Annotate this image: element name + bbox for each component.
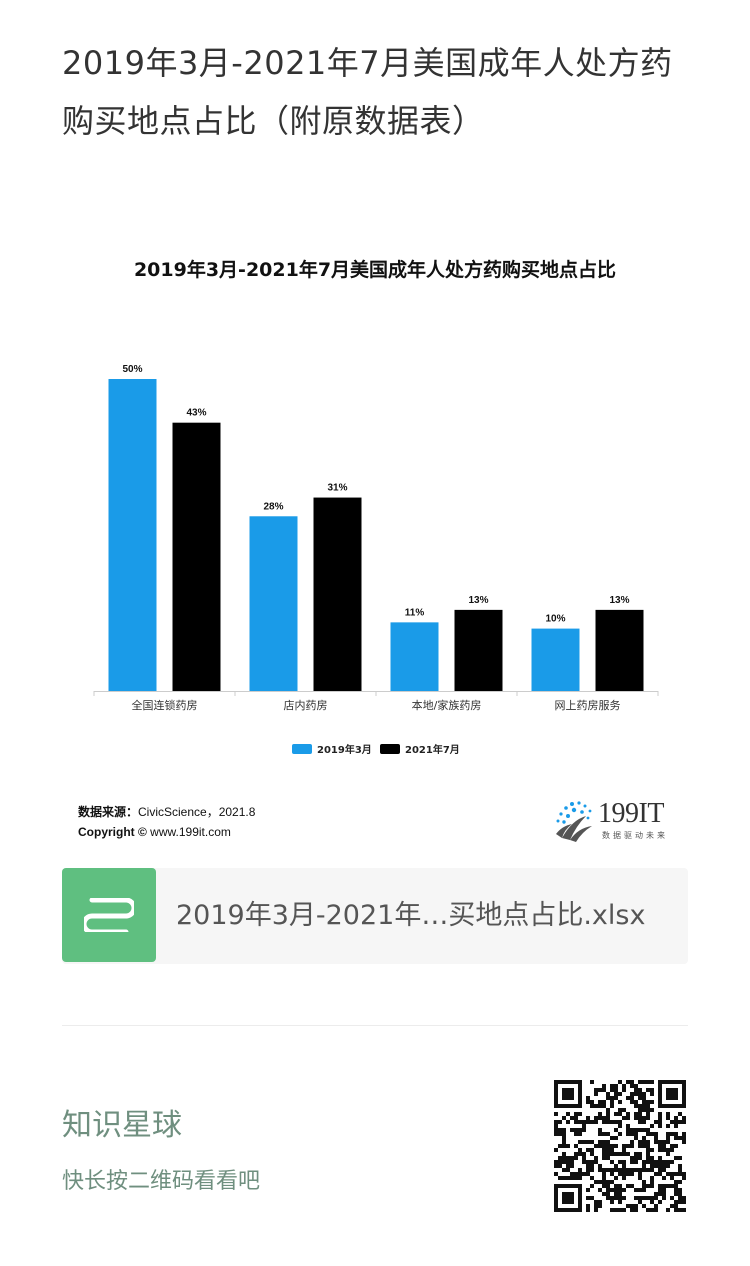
bar [172, 422, 221, 691]
footer-title: 知识星球 [62, 1108, 182, 1143]
data-label: 31% [327, 483, 347, 494]
x-tick-label: 本地/家族药房 [412, 698, 482, 712]
copyright-text: www.199it.com [146, 825, 231, 839]
file-name: 2019年3月-2021年…买地点占比.xlsx [176, 900, 646, 931]
data-label: 28% [263, 501, 283, 512]
legend-label: 2021年7月 [405, 743, 460, 756]
legend-swatch [292, 744, 312, 754]
divider [62, 1025, 688, 1026]
data-label: 13% [609, 595, 629, 606]
x-tick-label: 全国连锁药房 [132, 698, 198, 712]
x-tick-label: 网上药房服务 [555, 699, 621, 712]
data-label: 43% [186, 408, 206, 419]
data-label: 50% [122, 364, 142, 375]
bar [454, 609, 503, 691]
bar [390, 622, 439, 691]
copyright-label: Copyright © [78, 825, 147, 839]
source-label: 数据来源： [78, 805, 139, 819]
qr-code-icon[interactable] [554, 1080, 686, 1212]
logo-tagline: 数据驱动未来 [602, 831, 668, 840]
legend-swatch [380, 744, 400, 754]
logo-text: 199IT [598, 798, 664, 829]
chart-image: 2019年3月-2021年7月美国成年人处方药购买地点占比 50% 43% 全国连锁药… [62, 236, 688, 858]
data-label: 10% [545, 614, 565, 625]
chart-title: 2019年3月-2021年7月美国成年人处方药购买地点占比 [134, 258, 616, 281]
footer-subtitle: 快长按二维码看看吧 [62, 1169, 261, 1194]
source-note: 数据来源：CivicScience，2021.8 Copyright © www… [78, 802, 255, 842]
bar [108, 379, 157, 691]
data-label: 13% [468, 595, 488, 606]
bar [249, 516, 298, 691]
logo-dots-icon [556, 801, 592, 842]
spreadsheet-icon [62, 868, 156, 962]
data-label: 11% [405, 607, 425, 618]
attachment-file-card[interactable]: 2019年3月-2021年…买地点占比.xlsx [62, 868, 688, 964]
bar-chart: 2019年3月-2021年7月美国成年人处方药购买地点占比 50% 43% 全国连锁药… [93, 258, 659, 756]
bar [531, 628, 580, 691]
page-title: 2019年3月-2021年7月美国成年人处方药购买地点占比（附原数据表） [62, 44, 673, 140]
x-tick-label: 店内药房 [284, 698, 328, 712]
bar [313, 497, 362, 691]
legend-label: 2019年3月 [317, 743, 372, 756]
bar [595, 609, 644, 691]
logo-199it: 199IT 数据驱动未来 [552, 796, 692, 846]
source-text: CivicScience，2021.8 [138, 805, 256, 819]
